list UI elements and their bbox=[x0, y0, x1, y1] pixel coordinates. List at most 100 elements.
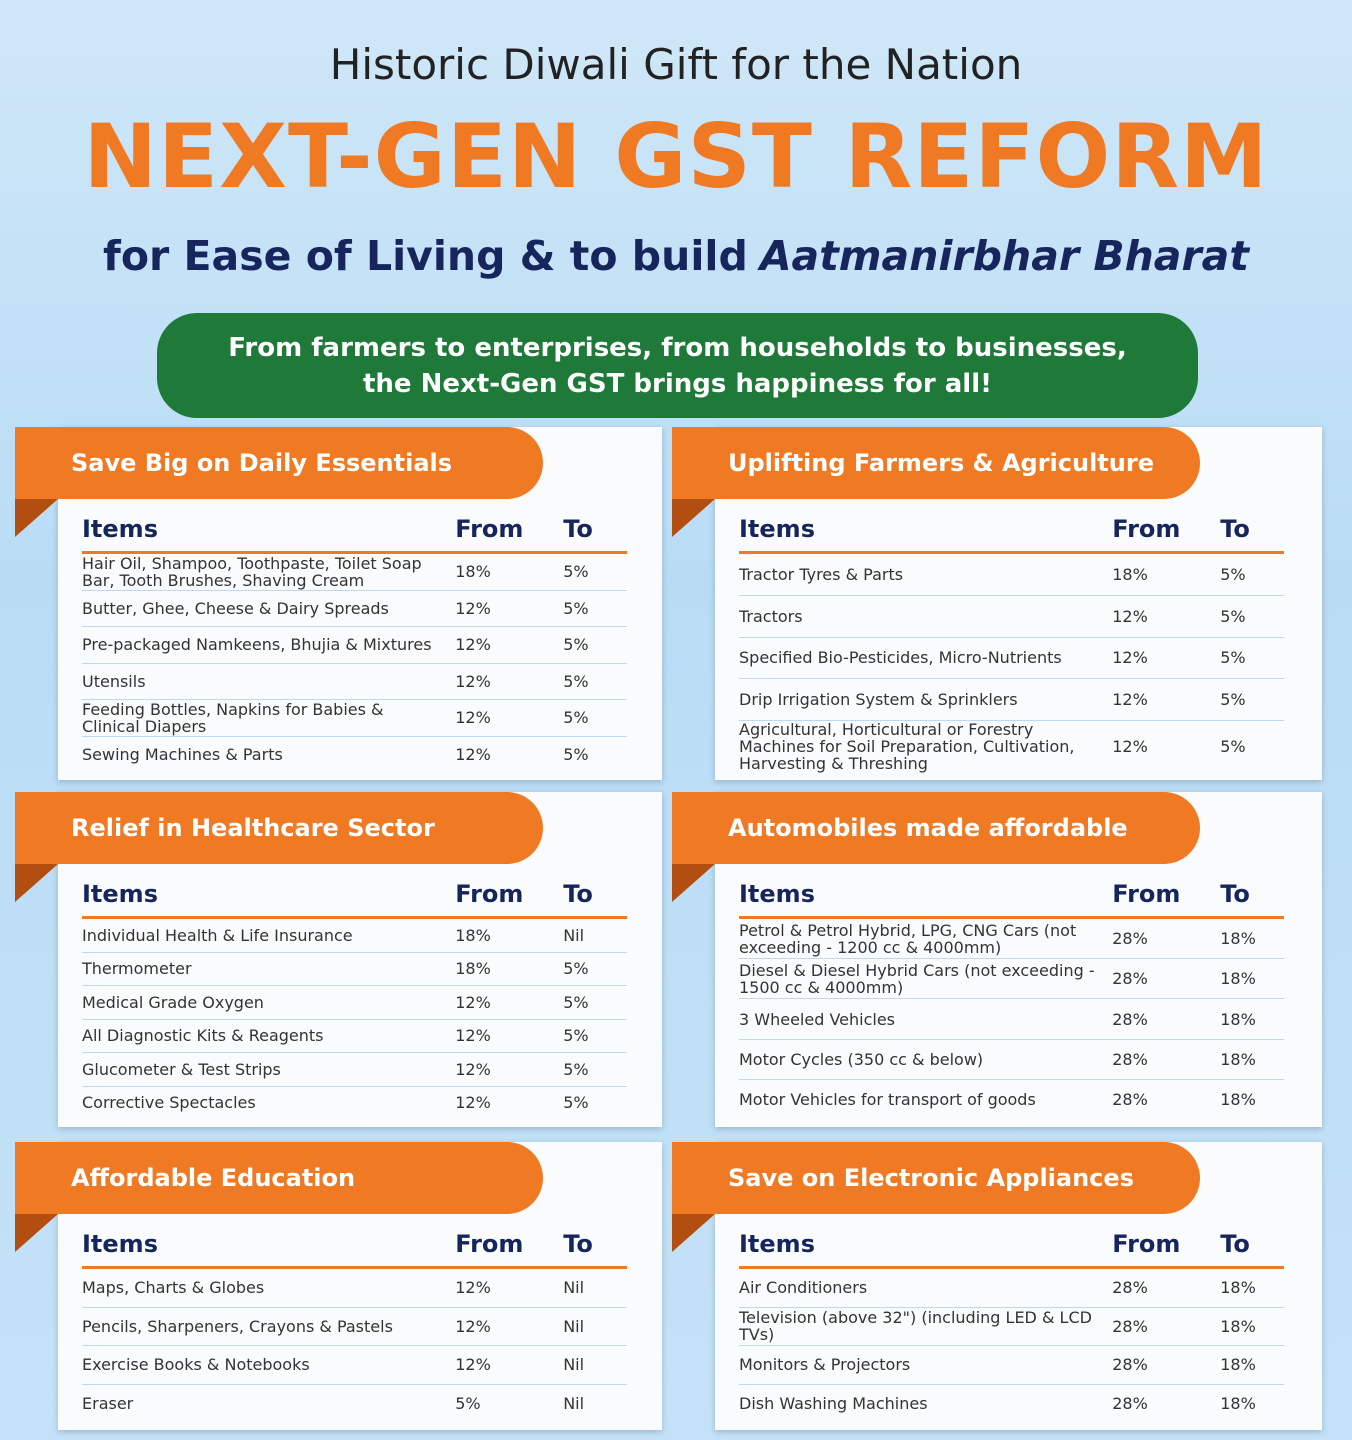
table-row: Diesel & Diesel Hybrid Cars (not exceedi… bbox=[739, 959, 1284, 1000]
item-name: Agricultural, Horticultural or Forestry … bbox=[739, 720, 1075, 773]
column-header: Items bbox=[82, 1229, 158, 1258]
table-row: Utensils 12% 5% bbox=[82, 664, 627, 700]
title: NEXT-GEN GST REFORM bbox=[83, 105, 1269, 208]
tab-fold bbox=[15, 499, 58, 537]
rate-to: Nil bbox=[563, 1316, 585, 1336]
rate-to: 18% bbox=[1220, 1009, 1256, 1029]
banner-line: From farmers to enterprises, from househ… bbox=[228, 332, 1127, 363]
item-name: Pencils, Sharpeners, Crayons & Pastels bbox=[82, 1316, 393, 1336]
rate-to: 18% bbox=[1220, 1355, 1256, 1375]
section-title: Affordable Education bbox=[15, 1142, 543, 1214]
item-name: Eraser bbox=[82, 1393, 134, 1413]
table-row: Petrol & Petrol Hybrid, LPG, CNG Cars (n… bbox=[739, 919, 1284, 960]
table-row: Sewing Machines & Parts 12% 5% bbox=[82, 737, 627, 773]
rate-from: 12% bbox=[455, 1316, 491, 1336]
header-row: Items From To bbox=[739, 1222, 1284, 1269]
item-name: Petrol & Petrol Hybrid, LPG, CNG Cars (n… bbox=[739, 920, 1077, 957]
table-row: Pre-packaged Namkeens, Bhujia & Mixtures… bbox=[82, 627, 627, 664]
rate-from: 28% bbox=[1112, 1316, 1148, 1336]
table-row: Glucometer & Test Strips 12% 5% bbox=[82, 1053, 627, 1087]
tab-fold bbox=[15, 864, 58, 902]
item-name: Monitors & Projectors bbox=[739, 1355, 911, 1375]
header-row: Items From To bbox=[82, 872, 627, 919]
table-row: Television (above 32") (including LED & … bbox=[739, 1308, 1284, 1346]
rate-to: 5% bbox=[1220, 606, 1246, 626]
rate-from: 12% bbox=[455, 1093, 491, 1113]
table-row: Butter, Ghee, Cheese & Dairy Spreads 12% 5… bbox=[82, 591, 627, 627]
section-panel: Automobiles made affordable Items From To Pe… bbox=[672, 792, 1322, 1127]
rate-to: 5% bbox=[1220, 564, 1246, 584]
table-row: Thermometer 18% 5% bbox=[82, 953, 627, 986]
item-name: Tractor Tyres & Parts bbox=[739, 564, 904, 584]
column-header: To bbox=[563, 880, 593, 908]
item-name: Maps, Charts & Globes bbox=[82, 1278, 265, 1298]
tab-fold bbox=[15, 1214, 58, 1252]
section-title: Save Big on Daily Essentials bbox=[15, 427, 543, 499]
rate-to: 5% bbox=[563, 744, 589, 764]
rate-from: 28% bbox=[1112, 969, 1148, 989]
rate-to: 5% bbox=[563, 959, 589, 979]
item-name: Hair Oil, Shampoo, Toothpaste, Toilet So… bbox=[82, 553, 422, 590]
banner-line: the Next-Gen GST brings happiness for al… bbox=[362, 368, 992, 399]
section-panel: Relief in Healthcare Sector Items From To In… bbox=[15, 792, 662, 1127]
header-row: Items From To bbox=[739, 872, 1284, 919]
rate-table: Items From To Tractor Tyres & Parts 18% 5% Tra… bbox=[739, 507, 1284, 772]
rate-from: 12% bbox=[455, 708, 491, 728]
column-header: Items bbox=[82, 514, 158, 543]
table-row: Hair Oil, Shampoo, Toothpaste, Toilet So… bbox=[82, 554, 627, 591]
table-row: Tractor Tyres & Parts 18% 5% bbox=[739, 554, 1284, 596]
column-header: From bbox=[1112, 1230, 1181, 1258]
table-row: Pencils, Sharpeners, Crayons & Pastels 12… bbox=[82, 1308, 627, 1346]
rate-from: 12% bbox=[1112, 648, 1148, 668]
column-header: From bbox=[455, 880, 524, 908]
table-row: Tractors 12% 5% bbox=[739, 596, 1284, 638]
item-name: Butter, Ghee, Cheese & Dairy Spreads bbox=[82, 598, 389, 618]
rate-from: 18% bbox=[1112, 564, 1148, 584]
rate-to: Nil bbox=[563, 925, 585, 945]
rate-from: 18% bbox=[455, 925, 491, 945]
column-header: From bbox=[1112, 880, 1181, 908]
header-row: Items From To bbox=[82, 507, 627, 554]
item-name: Exercise Books & Notebooks bbox=[82, 1355, 310, 1375]
tab-fold bbox=[672, 499, 715, 537]
rate-from: 28% bbox=[1112, 1009, 1148, 1029]
rate-from: 18% bbox=[455, 562, 491, 582]
table-row: Exercise Books & Notebooks 12% Nil bbox=[82, 1346, 627, 1385]
rate-table: Items From To Petrol & Petrol Hybrid, LPG, … bbox=[739, 872, 1284, 1119]
subtitle: for Ease of Living & to build Aatmanirbha… bbox=[0, 232, 1352, 280]
rate-to: 18% bbox=[1220, 1278, 1256, 1298]
column-header: From bbox=[455, 515, 524, 543]
rate-to: Nil bbox=[563, 1393, 585, 1413]
column-header: Items bbox=[82, 879, 158, 908]
rate-from: 28% bbox=[1112, 1278, 1148, 1298]
rate-to: 5% bbox=[1220, 690, 1246, 710]
rate-to: 5% bbox=[563, 635, 589, 655]
subtitle-emphasis: Aatmanirbhar Bharat bbox=[759, 232, 1249, 280]
table-row: Dish Washing Machines 28% 18% bbox=[739, 1385, 1284, 1423]
item-name: Individual Health & Life Insurance bbox=[82, 925, 353, 945]
item-name: Motor Vehicles for transport of goods bbox=[739, 1089, 1036, 1109]
rate-to: Nil bbox=[563, 1278, 585, 1298]
item-name: Television (above 32") (including LED & … bbox=[739, 1308, 1092, 1345]
rate-to: 5% bbox=[1220, 737, 1246, 756]
item-name: Tractors bbox=[739, 606, 803, 626]
rate-from: 12% bbox=[1112, 690, 1148, 710]
rate-to: 5% bbox=[563, 562, 589, 582]
rate-from: 28% bbox=[1112, 1049, 1148, 1069]
item-name: Motor Cycles (350 cc & below) bbox=[739, 1049, 984, 1069]
rate-from: 28% bbox=[1112, 1393, 1148, 1413]
rate-to: 18% bbox=[1220, 929, 1256, 949]
table-row: Eraser 5% Nil bbox=[82, 1385, 627, 1423]
rate-from: 12% bbox=[455, 635, 491, 655]
rate-from: 5% bbox=[455, 1393, 481, 1413]
kicker: Historic Diwali Gift for the Nation bbox=[329, 40, 1023, 89]
rate-from: 18% bbox=[455, 959, 491, 979]
rate-from: 12% bbox=[455, 1026, 491, 1046]
rate-to: 18% bbox=[1220, 969, 1256, 989]
subtitle-text: for Ease of Living & to build bbox=[103, 232, 748, 280]
rate-table: Items From To Air Conditioners 28% 18% Televis… bbox=[739, 1222, 1284, 1422]
item-name: Sewing Machines & Parts bbox=[82, 744, 283, 764]
column-header: Items bbox=[739, 1229, 815, 1258]
item-name: Glucometer & Test Strips bbox=[82, 1059, 281, 1079]
